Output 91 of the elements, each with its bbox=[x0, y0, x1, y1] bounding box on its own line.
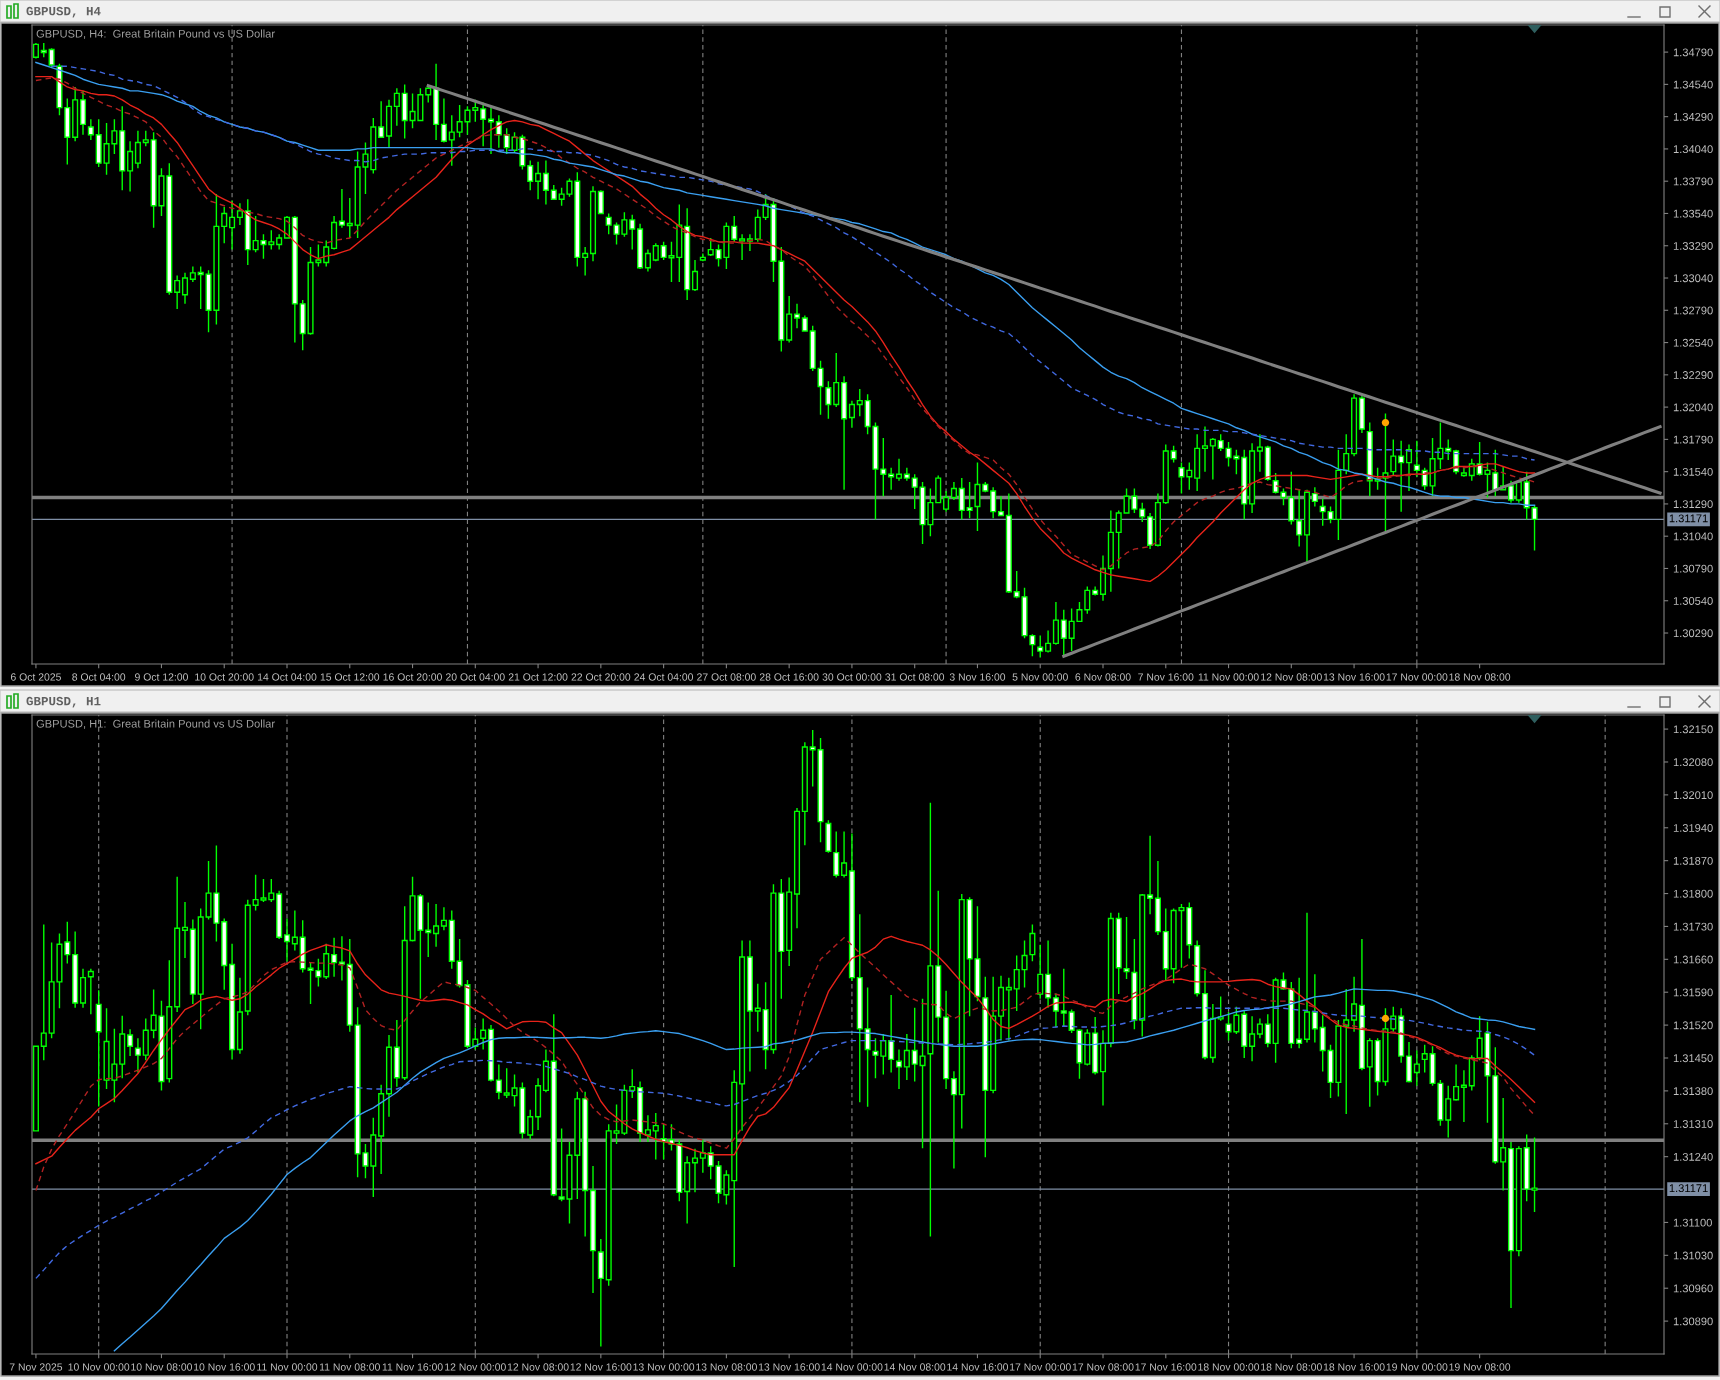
y-tick-label: 1.32010 bbox=[1673, 791, 1713, 800]
x-tick-label: 11 Nov 08:00 bbox=[319, 1363, 380, 1371]
y-tick-label: 1.30790 bbox=[1673, 564, 1713, 573]
y-tick-label: 1.34540 bbox=[1673, 80, 1713, 89]
x-tick-label: 17 Nov 16:00 bbox=[1135, 1363, 1197, 1371]
x-tick-label: 22 Oct 20:00 bbox=[571, 673, 631, 681]
y-tick-label: 1.32080 bbox=[1673, 758, 1713, 767]
x-tick-label: 18 Nov 16:00 bbox=[1323, 1363, 1385, 1371]
y-tick-label: 1.31870 bbox=[1673, 856, 1713, 865]
x-tick-label: 12 Nov 00:00 bbox=[445, 1363, 506, 1371]
y-tick-label: 1.31100 bbox=[1673, 1218, 1712, 1227]
x-tick-label: 7 Nov 2025 bbox=[9, 1363, 63, 1371]
x-tick-label: 28 Oct 16:00 bbox=[759, 673, 819, 681]
x-tick-label: 31 Oct 08:00 bbox=[885, 673, 945, 681]
chart-title: GBPUSD, H4 bbox=[26, 6, 101, 18]
chart-subtitle: GBPUSD, H1: Great Britain Pound vs US Dollar bbox=[36, 719, 275, 729]
x-tick-label: 30 Oct 00:00 bbox=[822, 673, 882, 681]
x-tick-label: 15 Oct 12:00 bbox=[320, 673, 380, 681]
y-tick-label: 1.34040 bbox=[1673, 145, 1713, 154]
x-tick-label: 13 Nov 08:00 bbox=[696, 1363, 757, 1371]
y-tick-label: 1.31790 bbox=[1673, 435, 1713, 444]
x-tick-label: 14 Nov 16:00 bbox=[947, 1363, 1009, 1371]
y-tick-label: 1.32540 bbox=[1673, 338, 1713, 347]
y-tick-label: 1.31660 bbox=[1673, 955, 1713, 964]
x-tick-label: 19 Nov 00:00 bbox=[1386, 1363, 1448, 1371]
y-tick-label: 1.31310 bbox=[1673, 1120, 1713, 1128]
y-tick-label: 1.30890 bbox=[1673, 1317, 1713, 1326]
x-tick-label: 14 Nov 00:00 bbox=[821, 1363, 883, 1371]
y-tick-label: 1.30540 bbox=[1673, 597, 1713, 605]
y-tick-label: 1.32150 bbox=[1673, 725, 1713, 734]
y-tick-label: 1.34290 bbox=[1673, 112, 1713, 121]
y-tick-label: 1.32040 bbox=[1673, 403, 1713, 412]
x-tick-label: 20 Oct 04:00 bbox=[446, 673, 505, 681]
x-tick-label: 11 Nov 16:00 bbox=[382, 1363, 443, 1371]
x-tick-label: 10 Nov 08:00 bbox=[131, 1363, 193, 1371]
x-tick-label: 13 Nov 16:00 bbox=[758, 1363, 820, 1371]
x-tick-label: 6 Nov 08:00 bbox=[1075, 673, 1131, 681]
y-tick-label: 1.31240 bbox=[1673, 1152, 1713, 1161]
x-tick-label: 10 Nov 16:00 bbox=[194, 1363, 255, 1371]
x-tick-label: 21 Oct 12:00 bbox=[508, 673, 568, 681]
x-tick-label: 18 Nov 08:00 bbox=[1449, 673, 1511, 681]
x-tick-label: 14 Oct 04:00 bbox=[257, 673, 317, 681]
ref-line-label: 1.31171 bbox=[1669, 514, 1708, 523]
x-tick-label: 19 Nov 08:00 bbox=[1449, 1363, 1511, 1371]
y-tick-label: 1.32290 bbox=[1673, 371, 1713, 379]
y-tick-label: 1.31040 bbox=[1673, 532, 1713, 541]
x-tick-label: 17 Nov 00:00 bbox=[1010, 1363, 1071, 1371]
y-tick-label: 1.31590 bbox=[1673, 988, 1713, 997]
y-tick-label: 1.31030 bbox=[1673, 1251, 1713, 1260]
y-tick-label: 1.31520 bbox=[1673, 1021, 1713, 1030]
x-tick-label: 10 Oct 20:00 bbox=[195, 673, 254, 681]
x-tick-label: 9 Oct 12:00 bbox=[135, 673, 188, 681]
x-tick-label: 11 Nov 00:00 bbox=[257, 1363, 318, 1371]
x-tick-label: 18 Nov 08:00 bbox=[1261, 1363, 1322, 1371]
x-tick-label: 5 Nov 00:00 bbox=[1012, 673, 1068, 681]
x-tick-label: 16 Oct 20:00 bbox=[383, 673, 442, 681]
x-tick-label: 12 Nov 08:00 bbox=[1261, 673, 1322, 681]
y-tick-label: 1.32790 bbox=[1673, 306, 1713, 315]
x-tick-label: 17 Nov 00:00 bbox=[1386, 673, 1448, 681]
x-tick-label: 3 Nov 16:00 bbox=[949, 673, 1006, 681]
y-tick-label: 1.33540 bbox=[1673, 209, 1713, 218]
x-tick-label: 24 Oct 04:00 bbox=[634, 673, 694, 681]
y-tick-label: 1.31380 bbox=[1673, 1087, 1713, 1096]
x-tick-label: 17 Nov 08:00 bbox=[1072, 1363, 1134, 1371]
x-tick-label: 11 Nov 00:00 bbox=[1198, 673, 1259, 681]
x-tick-label: 7 Nov 16:00 bbox=[1138, 673, 1194, 681]
y-tick-label: 1.33290 bbox=[1673, 242, 1713, 250]
y-tick-label: 1.31450 bbox=[1673, 1054, 1713, 1063]
chart-title: GBPUSD, H1 bbox=[26, 696, 101, 708]
x-tick-label: 14 Nov 08:00 bbox=[884, 1363, 946, 1371]
y-tick-label: 1.31290 bbox=[1673, 500, 1713, 509]
x-tick-label: 27 Oct 08:00 bbox=[697, 673, 756, 681]
chart-subtitle: GBPUSD, H4: Great Britain Pound vs US Dollar bbox=[36, 29, 275, 39]
x-tick-label: 13 Nov 16:00 bbox=[1323, 673, 1385, 681]
y-tick-label: 1.30290 bbox=[1673, 629, 1713, 638]
y-tick-label: 1.30960 bbox=[1673, 1284, 1713, 1293]
y-tick-label: 1.31800 bbox=[1673, 889, 1713, 898]
y-tick-label: 1.31730 bbox=[1673, 922, 1713, 931]
x-tick-label: 12 Nov 08:00 bbox=[507, 1363, 569, 1371]
x-tick-label: 12 Nov 16:00 bbox=[570, 1363, 632, 1371]
y-tick-label: 1.31940 bbox=[1673, 824, 1713, 832]
x-tick-label: 18 Nov 00:00 bbox=[1198, 1363, 1260, 1371]
x-tick-label: 13 Nov 00:00 bbox=[633, 1363, 695, 1371]
y-tick-label: 1.31540 bbox=[1673, 467, 1713, 476]
y-tick-label: 1.33790 bbox=[1673, 177, 1713, 186]
ref-line-label: 1.31171 bbox=[1669, 1184, 1708, 1193]
y-tick-label: 1.33040 bbox=[1673, 274, 1713, 283]
y-tick-label: 1.34790 bbox=[1673, 48, 1713, 57]
x-tick-label: 6 Oct 2025 bbox=[10, 673, 61, 681]
x-tick-label: 8 Oct 04:00 bbox=[72, 673, 126, 681]
x-tick-label: 10 Nov 00:00 bbox=[68, 1363, 130, 1371]
